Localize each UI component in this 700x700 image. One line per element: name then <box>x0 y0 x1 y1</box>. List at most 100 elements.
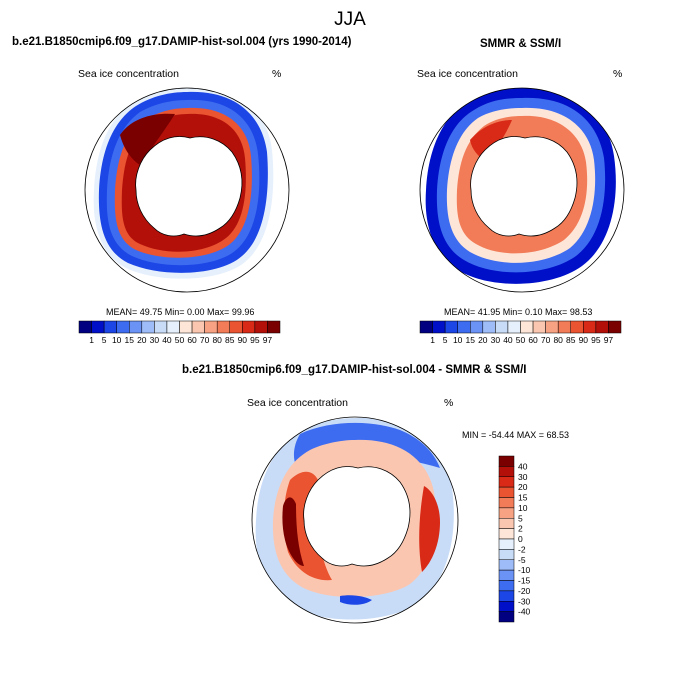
colorbar-tick-label: -2 <box>518 544 526 554</box>
colorbar-swatch <box>557 320 571 334</box>
colorbar-swatch <box>498 528 515 540</box>
colorbar-tick-label: 97 <box>263 335 273 345</box>
colorbar-swatch <box>498 549 515 560</box>
colorbar-swatch <box>498 590 515 602</box>
colorbar-tick-label: 30 <box>491 335 501 345</box>
left-field-label: Sea ice concentration <box>78 68 179 80</box>
colorbar-tick-label: 5 <box>518 513 523 523</box>
colorbar-tick-label: 50 <box>175 335 185 345</box>
bottom-diff-darkred-left <box>282 497 304 566</box>
colorbar-tick-label: 90 <box>579 335 589 345</box>
bottom-map <box>251 416 459 624</box>
colorbar-swatch <box>91 320 105 334</box>
colorbar-swatch <box>444 320 458 334</box>
colorbar-tick-label: 85 <box>566 335 576 345</box>
colorbar-swatch <box>141 320 155 334</box>
bottom-diff-blue-bottom <box>340 595 372 605</box>
colorbar-tick-label: 40 <box>162 335 172 345</box>
bottom-field-label: Sea ice concentration <box>247 397 348 409</box>
right-panel-title: SMMR & SSM/I <box>480 38 562 50</box>
right-colorbar: 1 5 10 15 20 30 40 50 60 70 80 85 90 95 97 <box>419 320 622 345</box>
right-field-label: Sea ice concentration <box>417 68 518 80</box>
colorbar-tick-label: 30 <box>150 335 160 345</box>
colorbar-swatch <box>495 320 509 334</box>
colorbar-swatch <box>254 320 268 334</box>
colorbar-tick-label: 0 <box>518 534 523 544</box>
colorbar-swatch <box>498 559 515 571</box>
colorbar-swatch <box>498 497 515 509</box>
right-unit-label: % <box>613 68 623 80</box>
colorbar-tick-label: 20 <box>137 335 147 345</box>
left-panel-title: b.e21.B1850cmip6.f09_g17.DAMIP-hist-sol.… <box>12 36 352 48</box>
colorbar-swatch <box>498 466 515 477</box>
colorbar-tick-label: 1 <box>89 335 94 345</box>
left-map <box>84 87 290 293</box>
colorbar-swatch <box>154 320 168 334</box>
colorbar-tick-label: 10 <box>518 503 528 513</box>
colorbar-swatch <box>179 320 193 334</box>
left-antarctica <box>135 136 243 237</box>
colorbar-tick-label: 85 <box>225 335 235 345</box>
colorbar-tick-label: 40 <box>518 461 528 471</box>
colorbar-tick-label: 70 <box>541 335 551 345</box>
colorbar-swatch <box>419 320 433 334</box>
colorbar-swatch <box>498 486 515 498</box>
colorbar-swatch <box>103 320 117 334</box>
colorbar-swatch <box>166 320 180 334</box>
right-ice-red <box>470 120 512 162</box>
right-antarctica <box>470 136 578 237</box>
colorbar-swatch <box>129 320 143 334</box>
figure-title: JJA <box>334 9 366 30</box>
colorbar-tick-label: 50 <box>516 335 526 345</box>
colorbar-swatch <box>595 320 609 334</box>
colorbar-swatch <box>570 320 584 334</box>
colorbar-tick-label: 60 <box>187 335 197 345</box>
colorbar-swatch <box>498 569 515 581</box>
bottom-diff-red-right <box>419 486 440 572</box>
colorbar-swatch <box>498 580 515 592</box>
colorbar-swatch <box>498 601 515 612</box>
colorbar-tick-label: 90 <box>238 335 248 345</box>
colorbar-swatch <box>583 320 597 334</box>
left-stats: MEAN= 49.75 Min= 0.00 Max= 99.96 <box>106 307 255 317</box>
colorbar-tick-label: 30 <box>518 472 528 482</box>
colorbar-swatch <box>507 320 521 334</box>
colorbar-tick-label: 5 <box>443 335 448 345</box>
colorbar-swatch <box>457 320 471 334</box>
colorbar-swatch <box>482 320 496 334</box>
colorbar-tick-label: 60 <box>528 335 538 345</box>
bottom-panel-title: b.e21.B1850cmip6.f09_g17.DAMIP-hist-sol.… <box>182 364 527 376</box>
left-unit-label: % <box>272 68 282 80</box>
colorbar-swatch <box>520 320 534 334</box>
colorbar-swatch <box>204 320 218 334</box>
colorbar-tick-label: -20 <box>518 586 531 596</box>
colorbar-tick-label: 95 <box>591 335 601 345</box>
right-stats: MEAN= 41.95 Min= 0.10 Max= 98.53 <box>444 307 593 317</box>
colorbar-swatch <box>498 455 515 467</box>
bottom-unit-label: % <box>444 397 454 409</box>
colorbar-swatch <box>267 320 281 334</box>
colorbar-tick-label: -30 <box>518 596 531 606</box>
colorbar-swatch <box>498 538 515 550</box>
colorbar-tick-label: 10 <box>453 335 463 345</box>
colorbar-tick-label: 2 <box>518 524 523 534</box>
colorbar-swatch <box>432 320 446 334</box>
colorbar-swatch <box>498 476 515 488</box>
colorbar-tick-label: 1 <box>430 335 435 345</box>
colorbar-swatch <box>608 320 622 334</box>
colorbar-swatch <box>470 320 484 334</box>
colorbar-tick-label: 40 <box>503 335 513 345</box>
colorbar-tick-label: 70 <box>200 335 210 345</box>
colorbar-tick-label: 80 <box>212 335 222 345</box>
colorbar-swatch <box>229 320 243 334</box>
colorbar-swatch <box>545 320 559 334</box>
colorbar-tick-label: -15 <box>518 576 531 586</box>
colorbar-tick-label: 15 <box>466 335 476 345</box>
colorbar-swatch <box>498 507 515 519</box>
colorbar-tick-label: 10 <box>112 335 122 345</box>
colorbar-tick-label: 20 <box>478 335 488 345</box>
colorbar-swatch <box>216 320 230 334</box>
colorbar-tick-label: 95 <box>250 335 260 345</box>
